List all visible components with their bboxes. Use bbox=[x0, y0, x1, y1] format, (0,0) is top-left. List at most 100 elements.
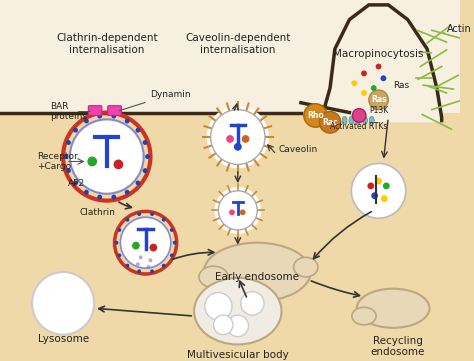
Ellipse shape bbox=[349, 117, 354, 124]
Circle shape bbox=[120, 217, 171, 268]
Text: Early endosome: Early endosome bbox=[215, 272, 299, 282]
Text: P13K: P13K bbox=[369, 105, 388, 114]
Ellipse shape bbox=[352, 307, 376, 325]
Circle shape bbox=[125, 118, 129, 123]
Circle shape bbox=[97, 195, 102, 200]
Circle shape bbox=[229, 209, 235, 215]
Ellipse shape bbox=[356, 117, 361, 124]
Circle shape bbox=[361, 70, 367, 76]
Text: Ras: Ras bbox=[393, 81, 409, 90]
Text: Recycling
endosome: Recycling endosome bbox=[371, 336, 425, 357]
Circle shape bbox=[143, 140, 147, 145]
Circle shape bbox=[383, 183, 390, 190]
Text: Caveolin: Caveolin bbox=[279, 145, 318, 154]
Circle shape bbox=[84, 118, 89, 123]
Circle shape bbox=[242, 135, 249, 143]
Circle shape bbox=[226, 135, 234, 143]
Text: Macropinocytosis: Macropinocytosis bbox=[333, 49, 424, 59]
Ellipse shape bbox=[204, 243, 310, 301]
Ellipse shape bbox=[357, 289, 429, 328]
Circle shape bbox=[214, 315, 233, 335]
Circle shape bbox=[132, 242, 140, 249]
Circle shape bbox=[125, 190, 129, 195]
Circle shape bbox=[73, 128, 78, 132]
Circle shape bbox=[205, 292, 232, 320]
Circle shape bbox=[136, 128, 140, 132]
Text: Multivesicular body: Multivesicular body bbox=[187, 350, 289, 360]
Circle shape bbox=[150, 269, 154, 273]
Ellipse shape bbox=[342, 117, 347, 124]
Text: Actin: Actin bbox=[447, 24, 471, 34]
Circle shape bbox=[136, 262, 140, 266]
Polygon shape bbox=[320, 5, 442, 122]
Circle shape bbox=[219, 191, 257, 230]
Circle shape bbox=[376, 64, 382, 69]
Circle shape bbox=[87, 157, 97, 166]
Circle shape bbox=[361, 90, 367, 96]
Circle shape bbox=[115, 241, 118, 245]
Circle shape bbox=[352, 109, 366, 122]
Circle shape bbox=[84, 190, 89, 195]
Circle shape bbox=[148, 258, 153, 262]
Circle shape bbox=[146, 265, 150, 269]
Circle shape bbox=[97, 114, 102, 118]
Circle shape bbox=[369, 90, 388, 110]
Text: AP2: AP2 bbox=[68, 179, 85, 188]
Circle shape bbox=[170, 253, 174, 257]
Text: Caveolin-dependent
internalisation: Caveolin-dependent internalisation bbox=[185, 33, 291, 55]
Circle shape bbox=[375, 178, 382, 184]
Circle shape bbox=[215, 187, 261, 234]
Circle shape bbox=[111, 195, 116, 200]
Circle shape bbox=[304, 104, 327, 127]
Text: Activated RTKs: Activated RTKs bbox=[330, 122, 388, 131]
Circle shape bbox=[170, 228, 174, 232]
Circle shape bbox=[149, 244, 157, 252]
Circle shape bbox=[32, 272, 94, 335]
Circle shape bbox=[234, 143, 242, 151]
Circle shape bbox=[126, 218, 129, 222]
Ellipse shape bbox=[199, 266, 228, 288]
Text: Clathrin: Clathrin bbox=[79, 208, 115, 217]
FancyBboxPatch shape bbox=[108, 106, 121, 116]
Ellipse shape bbox=[293, 257, 318, 277]
Circle shape bbox=[241, 292, 264, 315]
Ellipse shape bbox=[369, 117, 374, 124]
Text: Rho: Rho bbox=[307, 111, 324, 120]
Circle shape bbox=[143, 168, 147, 173]
Circle shape bbox=[210, 110, 265, 164]
Circle shape bbox=[319, 112, 341, 133]
Circle shape bbox=[371, 192, 378, 199]
Text: Rac: Rac bbox=[322, 118, 338, 127]
Text: Clathrin-dependent
internalisation: Clathrin-dependent internalisation bbox=[56, 33, 157, 55]
Circle shape bbox=[136, 180, 140, 186]
FancyBboxPatch shape bbox=[88, 106, 102, 116]
Circle shape bbox=[351, 80, 357, 86]
Circle shape bbox=[162, 264, 166, 268]
Circle shape bbox=[227, 315, 248, 336]
Circle shape bbox=[150, 212, 154, 216]
Ellipse shape bbox=[194, 278, 282, 344]
Circle shape bbox=[73, 180, 78, 186]
Text: Ras: Ras bbox=[371, 95, 386, 104]
Circle shape bbox=[126, 264, 129, 268]
Text: Dynamin: Dynamin bbox=[119, 90, 191, 111]
Circle shape bbox=[70, 119, 144, 194]
Circle shape bbox=[66, 168, 71, 173]
Circle shape bbox=[240, 209, 246, 215]
Circle shape bbox=[367, 183, 374, 190]
Text: Lysosome: Lysosome bbox=[37, 335, 89, 344]
Text: BAR
proteins: BAR proteins bbox=[50, 102, 88, 121]
Circle shape bbox=[137, 269, 141, 273]
Polygon shape bbox=[0, 0, 460, 113]
Circle shape bbox=[173, 241, 177, 245]
Ellipse shape bbox=[363, 117, 367, 124]
Circle shape bbox=[371, 85, 377, 91]
Circle shape bbox=[162, 218, 166, 222]
Circle shape bbox=[351, 164, 406, 218]
Circle shape bbox=[207, 106, 269, 168]
Circle shape bbox=[118, 228, 121, 232]
Circle shape bbox=[66, 140, 71, 145]
Circle shape bbox=[145, 154, 150, 159]
Circle shape bbox=[381, 195, 388, 202]
Circle shape bbox=[64, 154, 68, 159]
